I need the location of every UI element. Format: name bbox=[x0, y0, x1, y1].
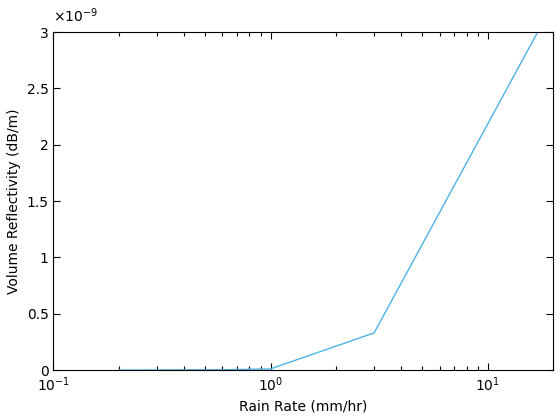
X-axis label: Rain Rate (mm/hr): Rain Rate (mm/hr) bbox=[239, 399, 367, 413]
Y-axis label: Volume Reflectivity (dB/m): Volume Reflectivity (dB/m) bbox=[7, 108, 21, 294]
Text: $\times10^{-9}$: $\times10^{-9}$ bbox=[53, 7, 99, 25]
